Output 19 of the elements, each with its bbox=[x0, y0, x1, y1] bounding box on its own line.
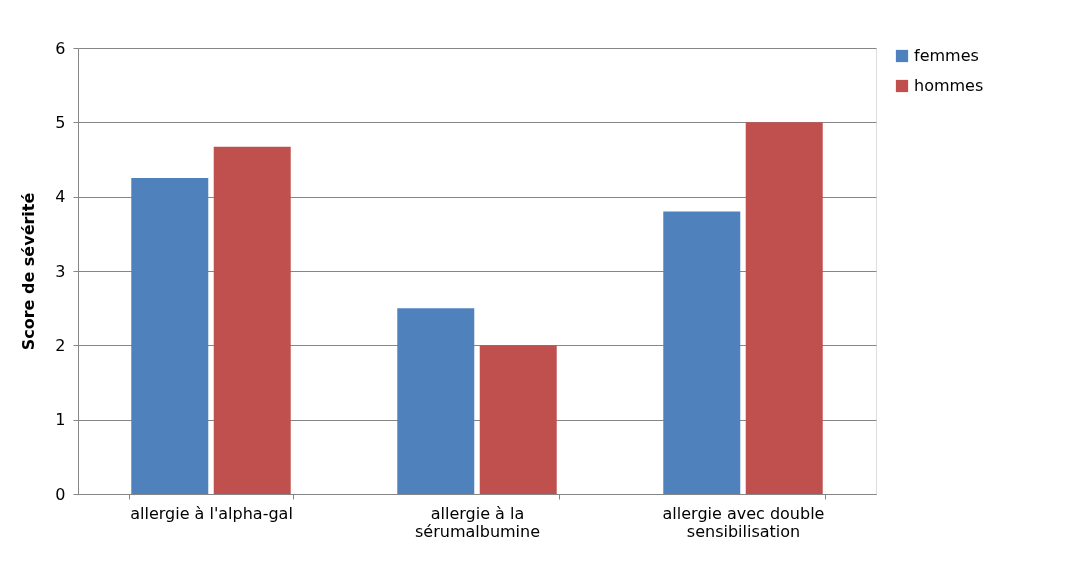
y-axis-title: Score de sévérité bbox=[19, 192, 39, 351]
x-tick-label: allergie à la sérumalbumine bbox=[414, 503, 541, 541]
y-tick-label: 6 bbox=[55, 38, 66, 58]
y-tick-label: 2 bbox=[55, 335, 66, 355]
bar bbox=[745, 122, 823, 494]
bar bbox=[213, 146, 291, 494]
x-tick-label: allergie à l'alpha-gal bbox=[130, 503, 293, 523]
bar bbox=[131, 178, 209, 494]
bar bbox=[663, 211, 741, 494]
bar bbox=[397, 308, 475, 494]
y-tick-label: 1 bbox=[55, 410, 66, 430]
y-tick-label: 0 bbox=[55, 484, 66, 504]
legend-label: femmes bbox=[914, 46, 979, 65]
y-tick-label: 4 bbox=[55, 187, 66, 207]
bar bbox=[479, 345, 557, 494]
legend-label: hommes bbox=[914, 76, 984, 95]
y-tick-label: 3 bbox=[55, 261, 66, 281]
x-tick-label: allergie avec double sensibilisation bbox=[662, 503, 825, 541]
y-tick-label: 5 bbox=[55, 112, 66, 132]
